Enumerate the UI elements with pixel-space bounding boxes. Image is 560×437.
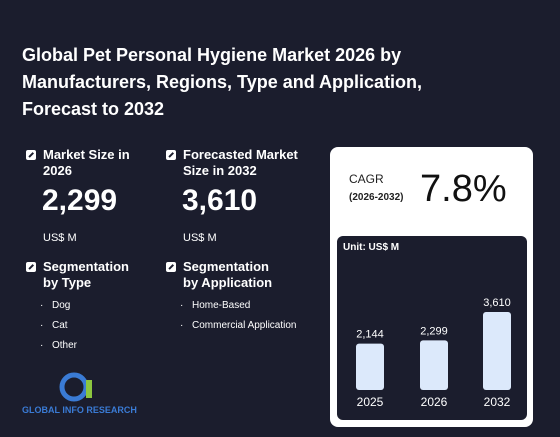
logo-text: GLOBAL INFO RESEARCH (22, 405, 137, 415)
segment-item: Cat (40, 320, 67, 331)
segment-item: Other (40, 340, 77, 351)
x-tick-label: 2026 (421, 395, 448, 409)
icon (166, 150, 176, 160)
segment-item: Dog (40, 300, 71, 311)
x-tick-label: 2032 (484, 395, 511, 409)
bar (356, 343, 384, 390)
x-tick-label: 2025 (357, 395, 384, 409)
bar (483, 312, 511, 390)
value-label: 2,144 (356, 329, 384, 341)
bar (420, 340, 448, 390)
cagr-label: CAGR (349, 172, 384, 186)
stat-unit: US$ M (183, 232, 217, 244)
icon (166, 262, 176, 272)
icon (26, 262, 36, 272)
logo-mark (59, 372, 92, 402)
segment-title: Segmentation by Type (43, 259, 129, 290)
stat-unit: US$ M (43, 232, 77, 244)
stat-label: Market Size in 2026 (43, 147, 130, 178)
stat-value: 3,610 (182, 184, 258, 217)
stat-value: 2,299 (42, 184, 118, 217)
segment-item: Home-Based (180, 300, 250, 311)
title: Global Pet Personal Hygiene Market 2026 … (22, 45, 423, 119)
value-label: 2,299 (420, 325, 448, 337)
chart-unit: Unit: US$ M (343, 242, 400, 253)
segment-title: Segmentation by Application (183, 259, 273, 290)
cagr-period: (2026-2032) (349, 192, 404, 203)
segment-item: Commercial Application (180, 320, 296, 331)
value-label: 3,610 (483, 297, 511, 309)
icon (26, 150, 36, 160)
cagr-value: 7.8% (420, 168, 507, 210)
stat-label: Forecasted Market Size in 2032 (183, 147, 298, 178)
chart: 2,144 2025 2,299 2026 3,610 2032 (356, 297, 511, 409)
